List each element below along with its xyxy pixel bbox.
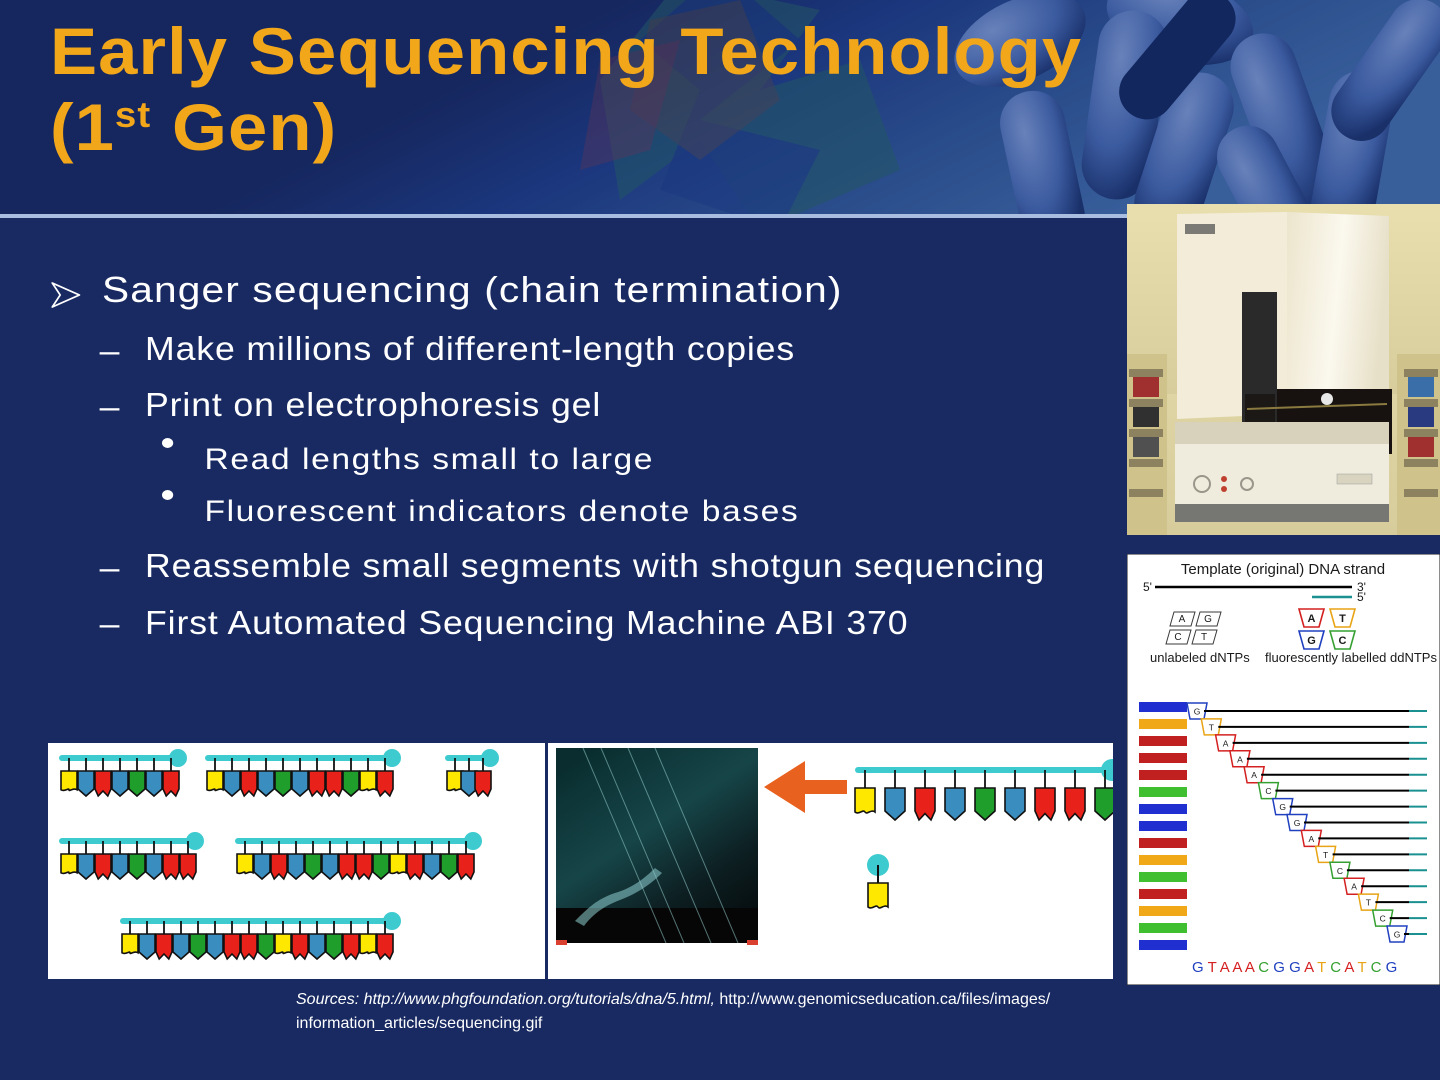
svg-text:T: T <box>1323 850 1328 860</box>
svg-text:A: A <box>1308 613 1316 625</box>
svg-text:C: C <box>1339 635 1347 647</box>
svg-text:G T A A A C G G A T C A T C G: G T A A A C G G A T C A T C G <box>1192 959 1397 976</box>
svg-text:fluorescently labelled ddNTPs: fluorescently labelled ddNTPs <box>1265 650 1437 665</box>
svg-text:G: G <box>1307 635 1316 647</box>
svg-text:T: T <box>1201 632 1207 643</box>
svg-text:C: C <box>1380 914 1386 924</box>
svg-text:G: G <box>1279 802 1286 812</box>
svg-text:unlabeled dNTPs: unlabeled dNTPs <box>1150 650 1250 665</box>
svg-text:5': 5' <box>1143 580 1152 594</box>
svg-text:A: A <box>1251 770 1257 780</box>
svg-text:G: G <box>1194 707 1201 717</box>
svg-text:C: C <box>1265 786 1271 796</box>
svg-text:G: G <box>1204 614 1212 625</box>
svg-text:G: G <box>1394 930 1401 940</box>
svg-text:A: A <box>1237 754 1243 764</box>
svg-text:A: A <box>1223 738 1229 748</box>
svg-text:A: A <box>1179 614 1186 625</box>
svg-text:A: A <box>1308 834 1314 844</box>
svg-text:Template (original) DNA strand: Template (original) DNA strand <box>1181 561 1385 578</box>
svg-text:5': 5' <box>1357 590 1366 604</box>
svg-text:A: A <box>1351 882 1357 892</box>
svg-text:T: T <box>1339 613 1346 625</box>
svg-text:C: C <box>1174 632 1181 643</box>
svg-text:G: G <box>1294 818 1301 828</box>
svg-text:T: T <box>1209 722 1214 732</box>
svg-text:C: C <box>1337 866 1343 876</box>
svg-text:T: T <box>1366 898 1371 908</box>
